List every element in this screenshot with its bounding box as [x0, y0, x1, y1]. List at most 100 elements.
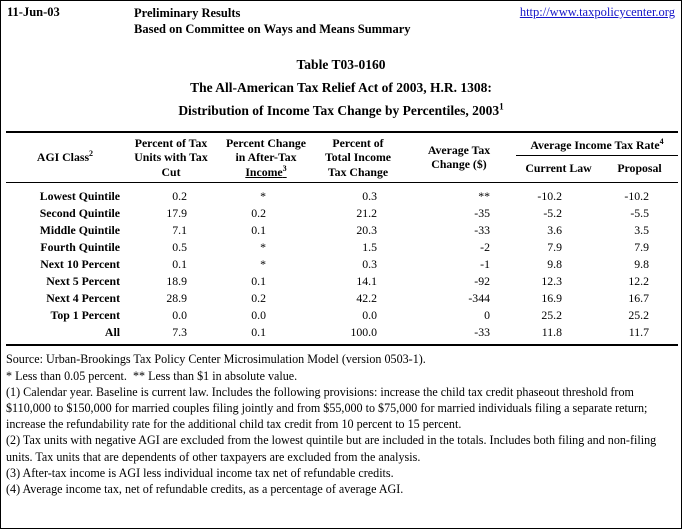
cell: 18.9 [166, 274, 187, 289]
cell: 14.1 [356, 274, 377, 289]
cell: 11.8 [541, 325, 562, 340]
cell: -10.2 [624, 189, 649, 204]
top-bar: 11-Jun-03 Preliminary Results Based on C… [1, 1, 681, 38]
col-header-current-law: Current Law [525, 160, 592, 175]
cell: 9.8 [547, 257, 562, 272]
agi-class-text: AGI Class [36, 150, 90, 165]
cell: -10.2 [537, 189, 562, 204]
table-title-act: The All-American Tax Relief Act of 2003,… [190, 79, 492, 95]
table-row: Next 10 Percent 0.1 * 0.3 -1 9.8 9.8 [6, 256, 678, 273]
col-header-pct-change-after-tax-income: Percent Change in After-Tax Income3 [218, 132, 314, 183]
cell: 42.2 [356, 291, 377, 306]
footnote-2: (2) Tax units with negative AGI are excl… [6, 433, 657, 464]
row-label: Next 5 Percent [46, 274, 120, 289]
cell: 0.2 [251, 206, 266, 221]
cell: 0.2 [251, 291, 266, 306]
table-row: Fourth Quintile 0.5 * 1.5 -2 7.9 7.9 [6, 239, 678, 256]
cell: 3.5 [634, 223, 649, 238]
cell: 0.1 [251, 223, 266, 238]
header-line: Tax Change [327, 164, 389, 179]
distribution-table: AGI Class2 Percent of Tax Units with Tax… [6, 130, 678, 347]
col-header-pct-units-with-cut: Percent of Tax Units with Tax Cut [124, 132, 218, 183]
footnote-ref-1: 1 [499, 101, 504, 111]
cell: * [260, 240, 266, 255]
source-note: Source: Urban-Brookings Tax Policy Cente… [6, 352, 426, 367]
cell: 9.8 [634, 257, 649, 272]
header-line: Percent Change [225, 135, 307, 150]
header-line: Units with Tax [134, 150, 208, 165]
cell: 21.2 [356, 206, 377, 221]
group-header-text: Average Income Tax Rate [530, 137, 660, 152]
cell: 0.3 [362, 257, 377, 272]
cell: -5.5 [630, 206, 649, 221]
after-tax-income-underlined: Income3 [245, 163, 287, 179]
taxpolicycenter-link[interactable]: http://www.taxpolicycenter.org [519, 5, 675, 19]
cell: 20.3 [356, 223, 377, 238]
cell: 28.9 [166, 291, 187, 306]
cell: -92 [474, 274, 490, 289]
row-label: Next 4 Percent [46, 291, 120, 306]
cell: -35 [474, 206, 490, 221]
cell: 16.9 [541, 291, 562, 306]
cell: -5.2 [543, 206, 562, 221]
row-label: Second Quintile [39, 206, 120, 221]
cell: 7.3 [172, 325, 187, 340]
cell: * [260, 257, 266, 272]
cell: 0.0 [172, 308, 187, 323]
table-number: Table T03-0160 [296, 56, 386, 72]
cell: * [260, 189, 266, 204]
cell: 0.0 [251, 308, 266, 323]
cell: 0.0 [362, 308, 377, 323]
table-row: Top 1 Percent 0.0 0.0 0.0 0 25.2 25.2 [6, 307, 678, 324]
cell: 0.1 [251, 274, 266, 289]
table-title-block: Table T03-0160 The All-American Tax Reli… [1, 53, 681, 122]
cell: 0.1 [251, 325, 266, 340]
table-row: Second Quintile 17.9 0.2 21.2 -35 -5.2 -… [6, 205, 678, 222]
row-label: Top 1 Percent [50, 308, 120, 323]
header-line: Change ($) [431, 157, 487, 172]
header-line: Cut [161, 164, 181, 179]
footnotes: Source: Urban-Brookings Tax Policy Cente… [6, 351, 676, 497]
footnote-ref-4: 4 [659, 136, 664, 146]
table-row-all: All 7.3 0.1 100.0 -33 11.8 11.7 [6, 324, 678, 346]
row-label: Middle Quintile [39, 223, 120, 238]
cell: 3.6 [547, 223, 562, 238]
header-line: Total Income [324, 150, 392, 165]
based-on-summary-label: Based on Committee on Ways and Means Sum… [134, 22, 411, 37]
col-header-pct-total-income-tax-change: Percent of Total Income Tax Change [314, 132, 402, 183]
footnote-3: (3) After-tax income is AGI less individ… [6, 465, 394, 480]
footnote-ref-3: 3 [282, 163, 287, 173]
cell: 100.0 [350, 325, 377, 340]
cell: 1.5 [362, 240, 377, 255]
cell: 7.9 [547, 240, 562, 255]
cell: 0.3 [362, 189, 377, 204]
row-label: Fourth Quintile [40, 240, 120, 255]
cell: 11.7 [628, 325, 649, 340]
table-row: Next 4 Percent 28.9 0.2 42.2 -344 16.9 1… [6, 290, 678, 307]
cell: 12.2 [628, 274, 649, 289]
footnote-1: (1) Calendar year. Baseline is current l… [6, 384, 648, 432]
preliminary-block: Preliminary Results Based on Committee o… [134, 5, 520, 38]
footnote-4: (4) Average income tax, net of refundabl… [6, 482, 404, 496]
cell: 0.1 [172, 257, 187, 272]
cell: -344 [468, 291, 490, 306]
cell: -1 [480, 257, 490, 272]
cell: -33 [474, 223, 490, 238]
asterisk-note: * Less than 0.05 percent. ** Less than $… [6, 368, 298, 383]
footnote-ref-2: 2 [89, 149, 94, 159]
header-line: Income3 [220, 163, 312, 180]
col-header-agi-class: AGI Class2 [6, 132, 124, 183]
cell: 7.1 [172, 223, 187, 238]
table-row: Lowest Quintile 0.2 * 0.3 ** -10.2 -10.2 [6, 183, 678, 205]
row-label: Next 10 Percent [40, 257, 120, 272]
cell: 7.9 [634, 240, 649, 255]
cell: 0.2 [172, 189, 187, 204]
cell: 0 [484, 308, 490, 323]
cell: -33 [474, 325, 490, 340]
cell: 25.2 [628, 308, 649, 323]
header-line: Percent of Tax [134, 135, 208, 150]
preliminary-results-label: Preliminary Results [134, 6, 241, 20]
header-text: Income [245, 164, 283, 179]
header-line: in After-Tax [235, 150, 297, 165]
col-header-average-tax-change: Average Tax Change ($) [402, 132, 516, 183]
